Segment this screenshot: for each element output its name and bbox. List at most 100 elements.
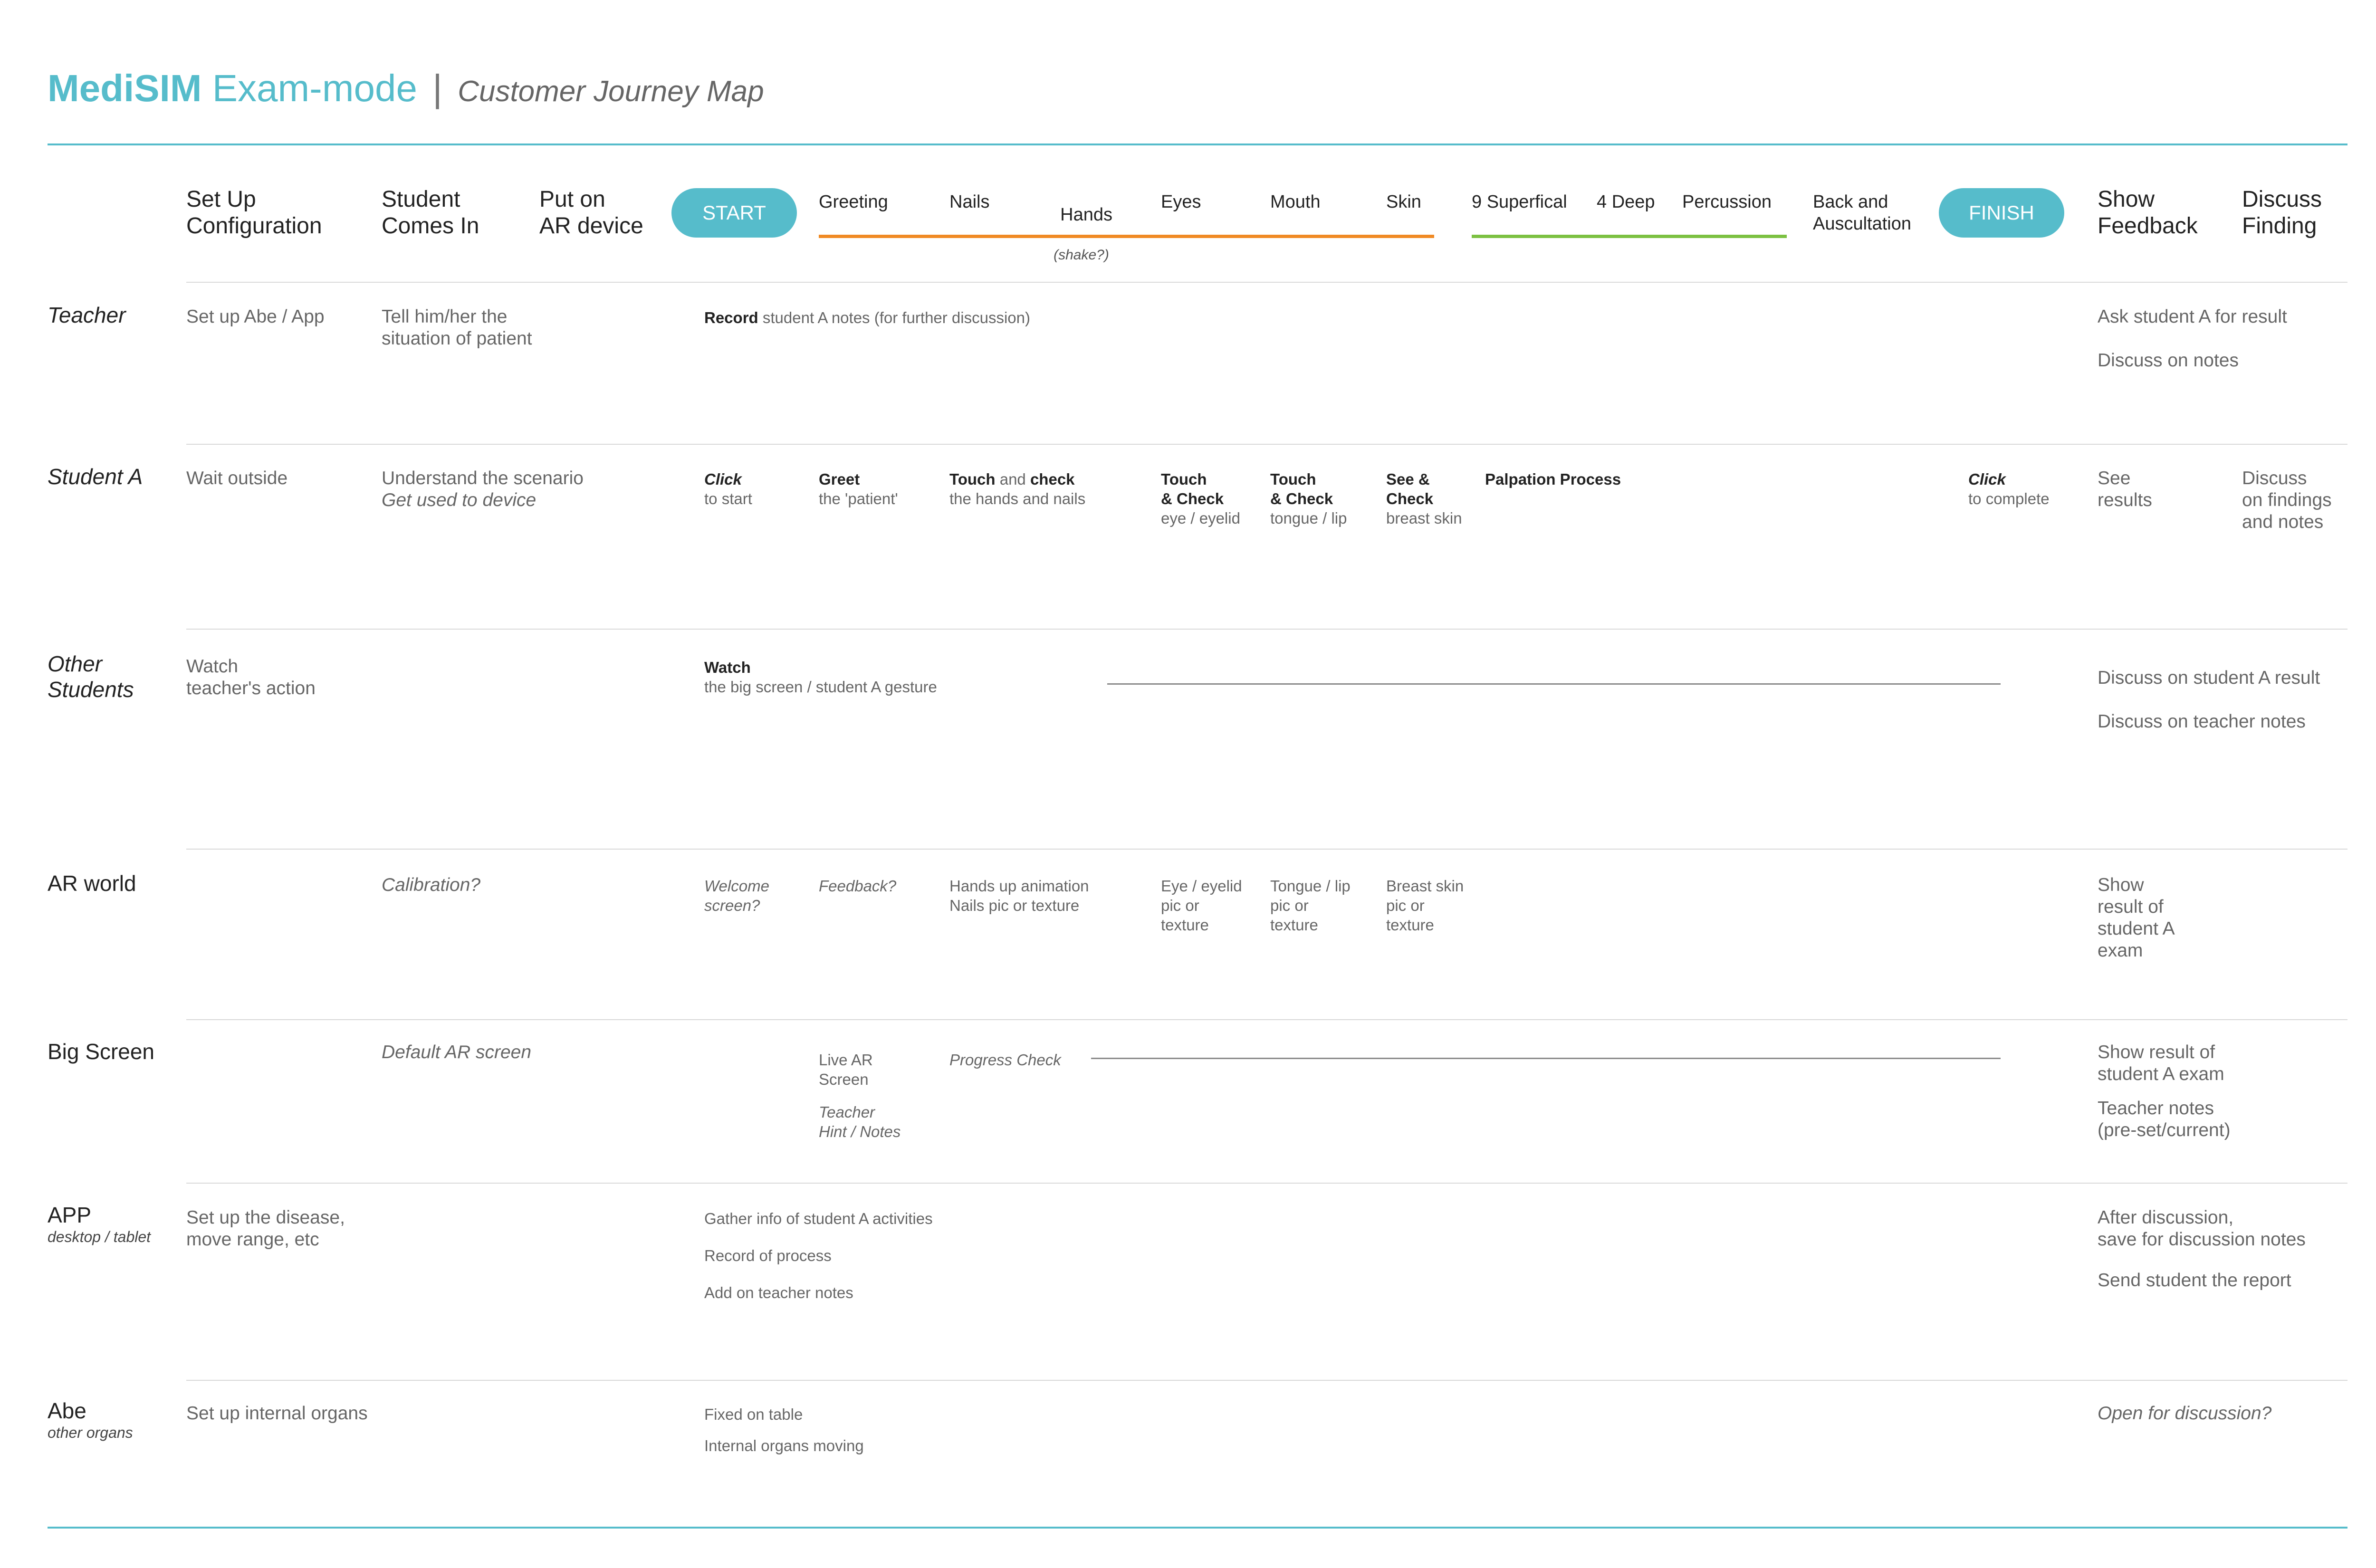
touch1-rest: the hands and nails (949, 490, 1086, 507)
teacher-record-rest: student A notes (for further discussion) (758, 309, 1030, 326)
row-divider (186, 1380, 2347, 1381)
row-divider (186, 629, 2347, 630)
touch1-mid: and (995, 470, 1030, 488)
other-discuss-notes: Discuss on teacher notes (2098, 711, 2306, 732)
title-mode: Exam-mode (212, 67, 417, 109)
bigscreen-show-result: Show result of student A exam (2098, 1042, 2224, 1084)
orange-phase-bar (819, 235, 1434, 238)
abe-fixed: Fixed on table (704, 1405, 803, 1423)
lane-label-app: APP (48, 1203, 92, 1227)
bigscreen-progress: Progress Check (949, 1051, 1061, 1069)
student-a-click-complete: Click to complete (1968, 469, 2050, 508)
ar-tongue: Tongue / lip pic or texture (1270, 877, 1351, 934)
title-separator: | (432, 67, 442, 109)
abe-open-discussion: Open for discussion? (2098, 1403, 2272, 1424)
lane-sub-app: desktop / tablet (48, 1228, 151, 1245)
bigscreen-hint: Teacher Hint / Notes (819, 1103, 901, 1140)
stage-nails: Nails (949, 192, 990, 212)
ar-eye: Eye / eyelid pic or texture (1161, 877, 1242, 934)
click-start-rest: to start (704, 490, 752, 507)
footer-divider (48, 1527, 2347, 1529)
finish-pill: FINISH (1939, 188, 2064, 238)
stage-student-comes-in: Student Comes In (382, 187, 479, 239)
teacher-tell: Tell him/her the situation of patient (382, 306, 532, 349)
stage-put-on-ar-device: Put on AR device (539, 187, 643, 239)
page-subtitle: Customer Journey Map (458, 75, 764, 108)
stage-superficial: 9 Superfical (1472, 192, 1567, 212)
stage-show-feedback: Show Feedback (2098, 187, 2198, 239)
stage-back-auscultation: Back and Auscultation (1813, 192, 1912, 234)
eye-bold: Touch & Check (1161, 470, 1224, 507)
header-divider (48, 143, 2347, 145)
see-rest: breast skin (1386, 509, 1462, 527)
ar-welcome: Welcome screen? (704, 877, 769, 914)
ar-feedback: Feedback? (819, 877, 897, 895)
student-a-wait: Wait outside (186, 468, 288, 488)
teacher-setup: Set up Abe / App (186, 306, 325, 327)
see-bold: See & Check (1386, 470, 1434, 507)
stage-eyes: Eyes (1161, 192, 1201, 212)
stage-hands-hint: (shake?) (1054, 247, 1109, 263)
lane-label-teacher: Teacher (48, 303, 126, 327)
watch-continuation-line (1107, 683, 2001, 685)
student-a-greet: Greet the 'patient' (819, 469, 898, 508)
lane-label-student-a: Student A (48, 464, 143, 489)
eye-rest: eye / eyelid (1161, 509, 1240, 527)
student-a-touch-hands: Touch and check the hands and nails (949, 469, 1085, 508)
student-a-see: See & Check breast skin (1386, 469, 1462, 528)
student-a-tongue: Touch & Check tongue / lip (1270, 469, 1347, 528)
greet-rest: the 'patient' (819, 490, 898, 507)
app-record: Record of process (704, 1247, 832, 1264)
other-watch-teacher: Watch teacher's action (186, 656, 316, 698)
student-a-understand: Understand the scenario (382, 468, 584, 488)
greet-bold: Greet (819, 470, 860, 488)
stage-deep: 4 Deep (1597, 192, 1655, 212)
stage-greeting: Greeting (819, 192, 888, 212)
app-gather: Gather info of student A activities (704, 1210, 933, 1227)
student-a-discuss: Discuss on findings and notes (2242, 468, 2332, 532)
tongue-bold: Touch & Check (1270, 470, 1333, 507)
start-pill: START (671, 188, 797, 238)
app-setup: Set up the disease, move range, etc (186, 1207, 345, 1250)
palpation-bold: Palpation Process (1485, 470, 1621, 488)
teacher-record-bold: Record (704, 309, 758, 326)
click-complete-bold: Click (1968, 470, 2006, 488)
bigscreen-live: Live AR Screen (819, 1051, 873, 1088)
row-divider (186, 444, 2347, 445)
stage-hands: Hands (shake?) (1050, 182, 1112, 285)
bigscreen-default: Default AR screen (382, 1042, 532, 1062)
teacher-discuss: Discuss on notes (2098, 350, 2239, 371)
watch2-rest: the big screen / student A gesture (704, 678, 937, 696)
teacher-record: Record student A notes (for further disc… (704, 308, 1030, 327)
lane-sub-abe: other organs (48, 1424, 133, 1441)
row-divider (186, 1019, 2347, 1020)
student-a-click-start: Click to start (704, 469, 752, 508)
student-a-palpation: Palpation Process (1485, 469, 1621, 489)
ar-show-result: Show result of student A exam (2098, 875, 2175, 961)
stage-percussion: Percussion (1682, 192, 1772, 212)
teacher-ask: Ask student A for result (2098, 306, 2287, 327)
brand-name: MediSIM (48, 67, 202, 109)
touch1-bold: Touch (949, 470, 996, 488)
progress-continuation-line (1091, 1058, 2001, 1059)
other-discuss-result: Discuss on student A result (2098, 668, 2320, 688)
click-complete-rest: to complete (1968, 490, 2050, 507)
student-a-eye: Touch & Check eye / eyelid (1161, 469, 1240, 528)
abe-setup: Set up internal organs (186, 1403, 368, 1424)
stage-setup: Set Up Configuration (186, 187, 322, 239)
ar-hands-animation: Hands up animation Nails pic or texture (949, 877, 1089, 914)
lane-label-abe: Abe (48, 1398, 86, 1423)
abe-moving: Internal organs moving (704, 1437, 864, 1454)
app-send-report: Send student the report (2098, 1270, 2291, 1291)
bigscreen-teacher-notes: Teacher notes (pre-set/current) (2098, 1098, 2231, 1140)
student-a-see-results: See results (2098, 468, 2152, 510)
lane-label-ar-world: AR world (48, 871, 136, 896)
stage-discuss-finding: Discuss Finding (2242, 187, 2322, 239)
click-start-bold: Click (704, 470, 742, 488)
stage-skin: Skin (1386, 192, 1421, 212)
row-divider (186, 849, 2347, 850)
row-divider (186, 282, 2347, 283)
other-watch-screen: Watch the big screen / student A gesture (704, 658, 937, 697)
lane-label-big-screen: Big Screen (48, 1039, 155, 1064)
tongue-rest: tongue / lip (1270, 509, 1347, 527)
